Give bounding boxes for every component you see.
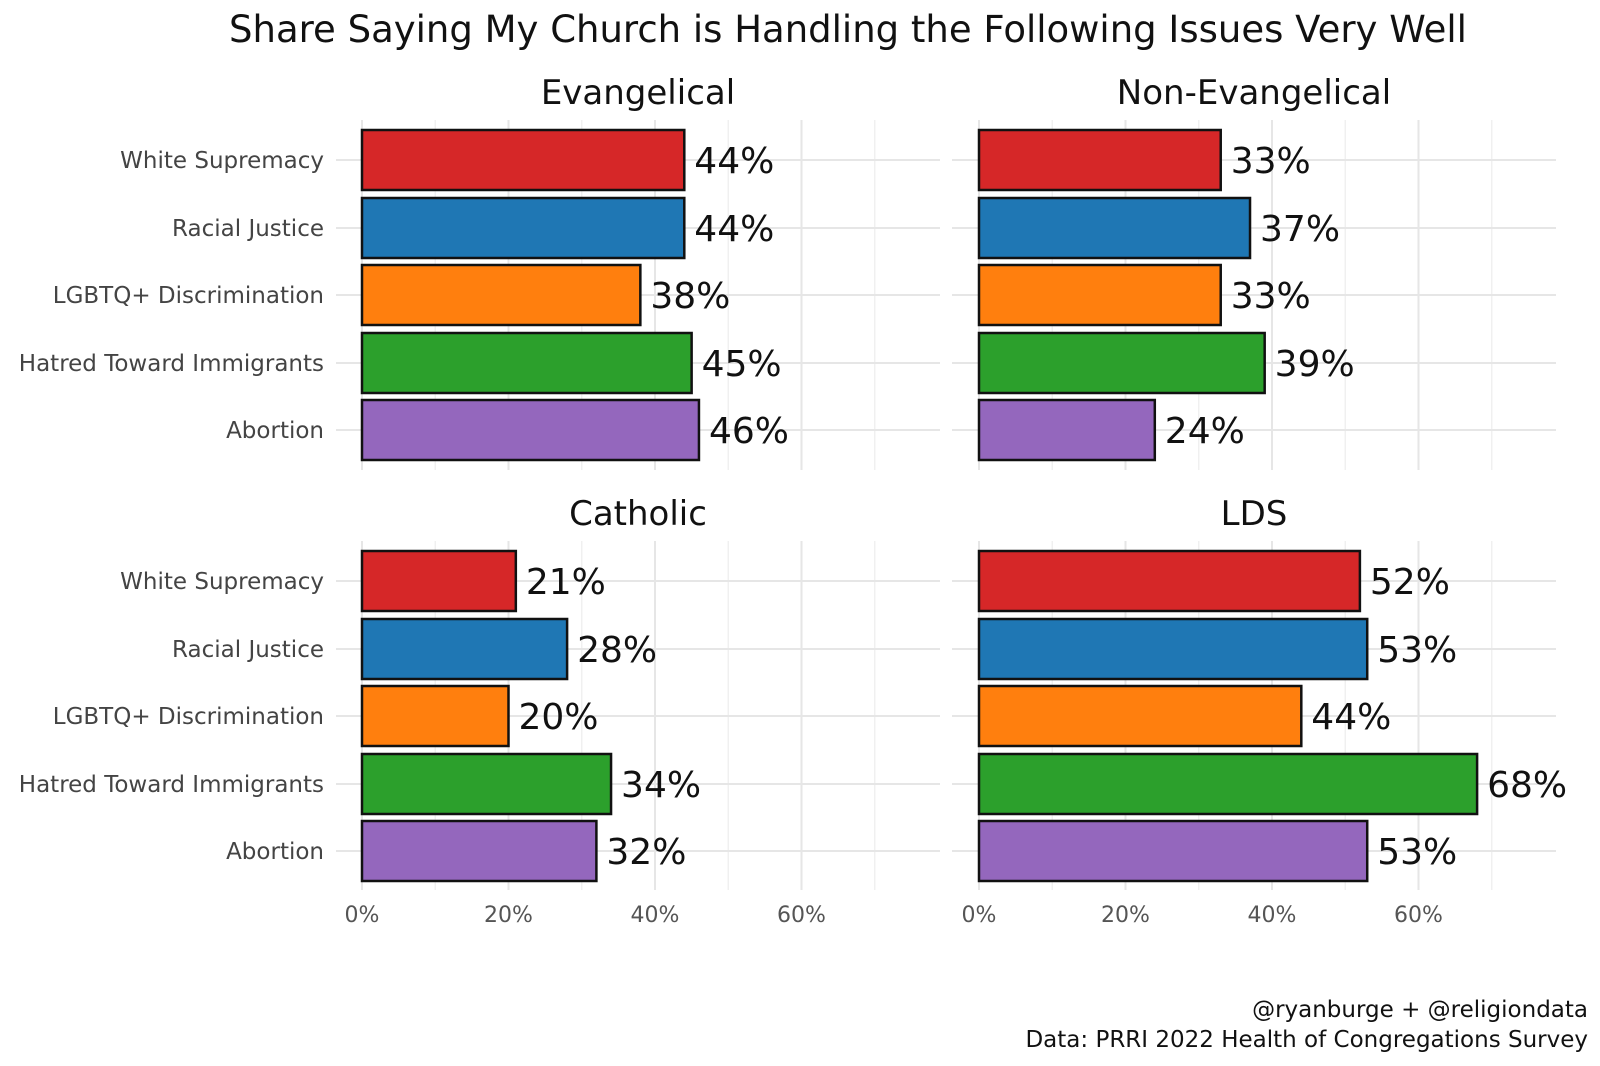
bar-value-label: 68% bbox=[1487, 765, 1567, 806]
facet-evangelical: Evangelical 44% White Supremacy 44% Racial J… bbox=[19, 73, 940, 470]
bar bbox=[360, 752, 613, 816]
bar bbox=[977, 684, 1303, 748]
bar bbox=[360, 549, 518, 613]
bar-value-label: 52% bbox=[1370, 562, 1450, 603]
bar bbox=[977, 819, 1369, 883]
x-tick-label: 40% bbox=[631, 903, 680, 928]
bar-value-label: 44% bbox=[694, 141, 774, 182]
x-tick-label: 0% bbox=[345, 903, 380, 928]
bar bbox=[360, 128, 686, 192]
facet-non-evangelical: Non-Evangelical 33% 37% 33% 39% 24% bbox=[952, 73, 1556, 470]
bar-value-label: 37% bbox=[1260, 209, 1340, 250]
facet-title: Non-Evangelical bbox=[1117, 73, 1391, 113]
y-axis-label: LGBTQ+ Discrimination bbox=[53, 704, 324, 730]
bar-value-label: 24% bbox=[1165, 411, 1245, 452]
x-tick-label: 60% bbox=[1394, 903, 1443, 928]
bar-value-label: 46% bbox=[709, 411, 789, 452]
bar bbox=[360, 617, 569, 681]
y-axis-label: Racial Justice bbox=[172, 637, 324, 663]
bar bbox=[360, 331, 693, 395]
caption: @ryanburge + @religiondata Data: PRRI 20… bbox=[1025, 997, 1588, 1053]
y-axis-label: Abortion bbox=[226, 418, 324, 444]
bar-value-label: 32% bbox=[606, 832, 686, 873]
bar bbox=[977, 549, 1362, 613]
x-tick-label: 60% bbox=[777, 903, 826, 928]
bar-value-label: 28% bbox=[577, 630, 657, 671]
y-axis-label: Racial Justice bbox=[172, 216, 324, 242]
bar bbox=[977, 263, 1222, 327]
bar-value-label: 38% bbox=[650, 276, 730, 317]
bar-value-label: 53% bbox=[1377, 832, 1457, 873]
y-axis-label: White Supremacy bbox=[120, 148, 324, 174]
facet-title: Catholic bbox=[569, 494, 707, 534]
y-axis-label: Abortion bbox=[226, 839, 324, 865]
bar-value-label: 44% bbox=[694, 209, 774, 250]
bar bbox=[360, 684, 510, 748]
bar bbox=[360, 398, 701, 462]
y-axis-label: White Supremacy bbox=[120, 569, 324, 595]
caption-credit: @ryanburge + @religiondata bbox=[1252, 997, 1588, 1023]
bar-value-label: 45% bbox=[702, 344, 782, 385]
facet-title: LDS bbox=[1221, 494, 1288, 534]
y-axis-label: Hatred Toward Immigrants bbox=[19, 772, 324, 798]
bar-value-label: 34% bbox=[621, 765, 701, 806]
bar-value-label: 53% bbox=[1377, 630, 1457, 671]
facet-catholic: Catholic 21% White Supremacy 28% Racial Just… bbox=[19, 494, 940, 928]
bar bbox=[977, 331, 1266, 395]
caption-source: Data: PRRI 2022 Health of Congregations … bbox=[1025, 1027, 1588, 1053]
facets: Evangelical 44% White Supremacy 44% Racial J… bbox=[19, 73, 1567, 928]
bar bbox=[977, 398, 1157, 462]
bar-value-label: 44% bbox=[1311, 697, 1391, 738]
bar bbox=[360, 196, 686, 260]
facet-title: Evangelical bbox=[541, 73, 735, 113]
y-axis-label: Hatred Toward Immigrants bbox=[19, 351, 324, 377]
bar bbox=[977, 128, 1222, 192]
bar-value-label: 39% bbox=[1275, 344, 1355, 385]
bar-value-label: 20% bbox=[519, 697, 599, 738]
x-tick-label: 0% bbox=[962, 903, 997, 928]
bar-value-label: 21% bbox=[526, 562, 606, 603]
bar bbox=[977, 617, 1369, 681]
x-tick-label: 40% bbox=[1248, 903, 1297, 928]
facet-lds: LDS 52% 53% 44% 68% 53% 0% 20% 40% 60% bbox=[952, 494, 1567, 928]
bar bbox=[977, 752, 1479, 816]
bar bbox=[360, 263, 642, 327]
chart-title: Share Saying My Church is Handling the F… bbox=[229, 8, 1467, 51]
bar bbox=[977, 196, 1252, 260]
bar-value-label: 33% bbox=[1231, 276, 1311, 317]
bar-value-label: 33% bbox=[1231, 141, 1311, 182]
x-tick-label: 20% bbox=[484, 903, 533, 928]
x-tick-label: 20% bbox=[1101, 903, 1150, 928]
y-axis-label: LGBTQ+ Discrimination bbox=[53, 283, 324, 309]
bar bbox=[360, 819, 598, 883]
